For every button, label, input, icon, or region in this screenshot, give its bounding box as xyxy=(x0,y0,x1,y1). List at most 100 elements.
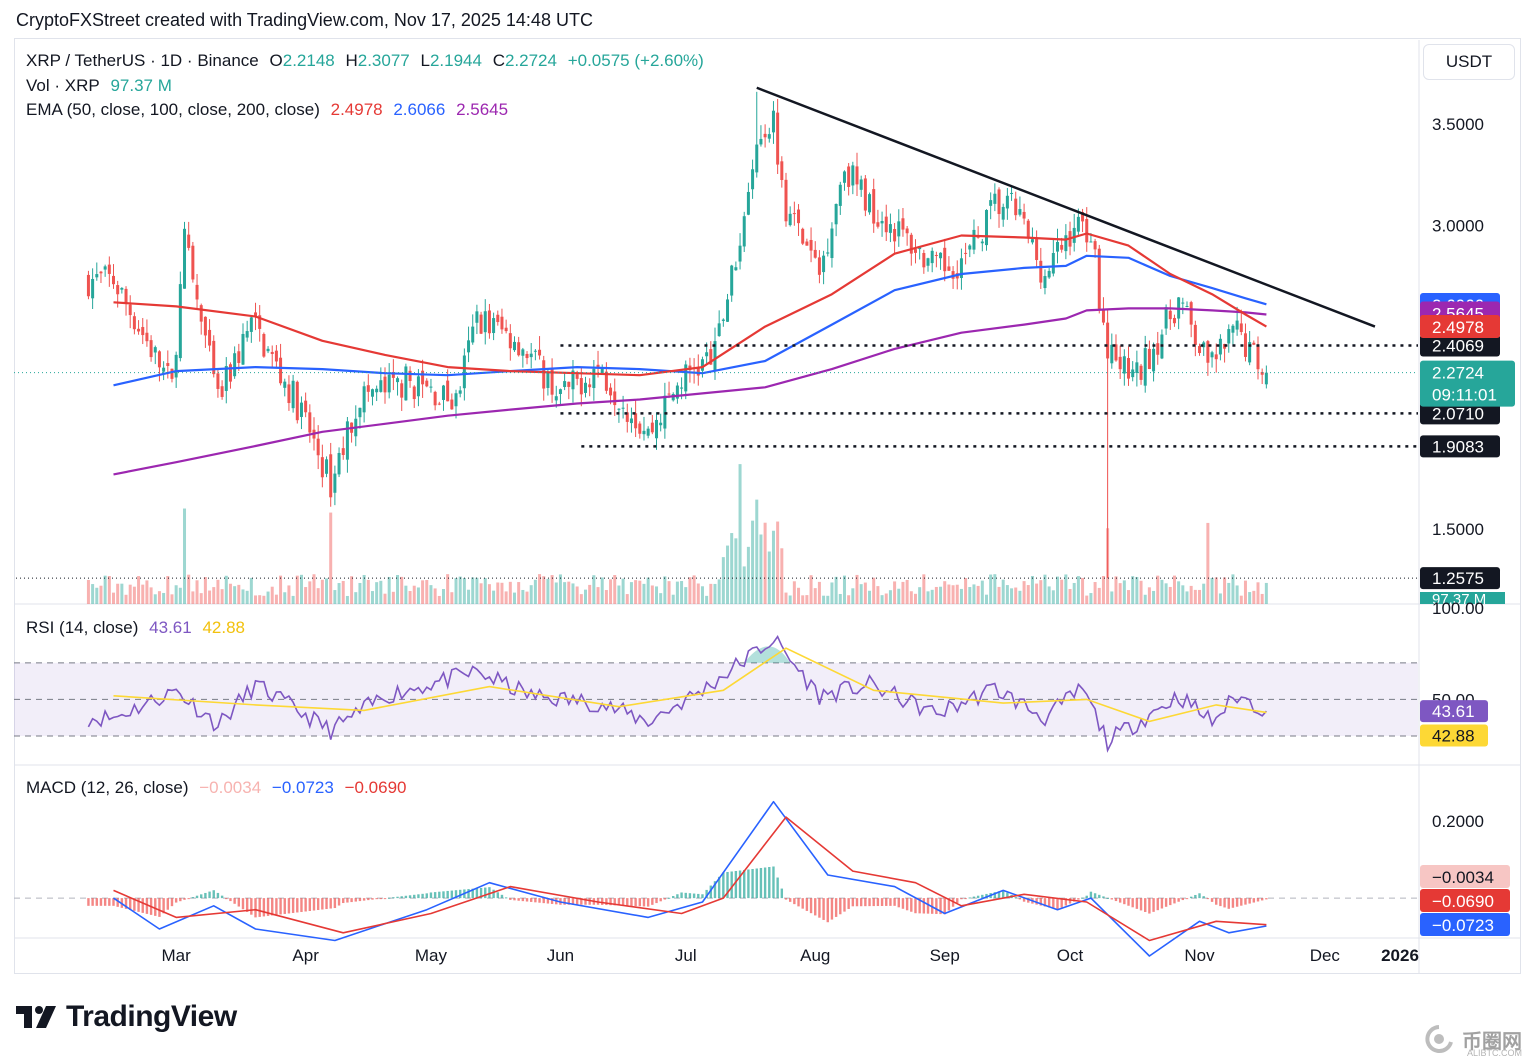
macd-histogram-bar xyxy=(680,892,683,899)
candle-body xyxy=(450,399,454,410)
volume-bar xyxy=(475,577,479,604)
candle-body xyxy=(237,351,241,363)
macd-histogram-bar xyxy=(1102,896,1105,899)
macd-histogram-bar xyxy=(492,889,495,899)
macd-histogram-bar xyxy=(530,898,533,902)
volume-bar xyxy=(646,577,650,604)
volume-bar xyxy=(370,591,374,604)
volume-bar xyxy=(763,522,767,604)
volume-bar xyxy=(1185,591,1189,604)
macd-histogram-bar xyxy=(1118,898,1122,903)
candle-body xyxy=(358,407,362,418)
candle-body xyxy=(1168,310,1172,320)
volume-bar xyxy=(984,594,988,604)
macd-histogram-bar xyxy=(116,898,119,907)
macd-histogram-bar xyxy=(103,898,107,906)
volume-bar xyxy=(396,574,400,604)
open-label: O xyxy=(269,51,283,70)
rsi-label[interactable]: RSI (14, close) xyxy=(26,618,139,637)
volume-bar xyxy=(847,595,851,604)
candle-body xyxy=(1014,198,1018,216)
macd-histogram-bar xyxy=(1260,898,1264,901)
macd-histogram-bar xyxy=(500,894,504,899)
volume-bar xyxy=(525,591,529,604)
macd-histogram-bar xyxy=(1240,898,1243,906)
volume-bar xyxy=(809,575,813,604)
candle-body xyxy=(959,258,963,279)
candle-body xyxy=(1114,344,1118,361)
candle-body xyxy=(454,393,458,407)
volume-bar xyxy=(91,584,95,604)
macd-label[interactable]: MACD (12, 26, close) xyxy=(26,778,189,797)
candle-body xyxy=(805,241,809,246)
macd-histogram-bar xyxy=(1139,898,1143,911)
macd-histogram-bar xyxy=(91,898,94,906)
resistance-trendline xyxy=(756,86,1376,328)
candle-body xyxy=(233,353,237,377)
candle-body xyxy=(897,221,901,237)
volume-bar xyxy=(153,594,157,604)
macd-histogram-bar xyxy=(429,892,433,899)
volume-bar xyxy=(391,591,395,604)
symbol-title[interactable]: XRP / TetherUS · 1D · Binance xyxy=(26,51,259,70)
volume-bar xyxy=(354,592,358,604)
macd-histogram-bar xyxy=(822,898,825,920)
volume-bar xyxy=(1164,583,1168,604)
volume-bar xyxy=(458,576,462,604)
candle-body xyxy=(283,381,287,388)
candle-body xyxy=(99,271,103,274)
macd-histogram-bar xyxy=(509,898,512,900)
candle-body xyxy=(579,378,583,395)
ema-label[interactable]: EMA (50, close, 100, close, 200, close) xyxy=(26,100,320,119)
currency-button[interactable]: USDT xyxy=(1423,44,1515,80)
candle-body xyxy=(797,209,801,224)
candle-body xyxy=(166,363,170,366)
volume-bar xyxy=(1214,577,1218,604)
volume-bar xyxy=(479,583,483,604)
candle-body xyxy=(1085,218,1089,243)
time-axis-tick: Aug xyxy=(800,946,830,965)
volume-bar xyxy=(855,574,859,604)
volume-bar xyxy=(550,575,554,604)
macd-histogram-bar xyxy=(1181,898,1185,901)
macd-histogram-bar xyxy=(517,898,520,901)
volume-bar xyxy=(1097,587,1101,604)
tradingview-logo[interactable]: TradingView xyxy=(16,1000,237,1034)
candle-body xyxy=(918,247,922,250)
level-price-tag xyxy=(1420,334,1500,357)
volume-bar xyxy=(993,574,997,604)
volume-bar xyxy=(237,584,241,604)
candle-body xyxy=(1001,206,1005,220)
volume-bar xyxy=(943,581,947,604)
price-axis-tick: 3.0000 xyxy=(1432,216,1484,235)
volume-bar xyxy=(926,591,930,604)
volume-bar xyxy=(1064,574,1068,604)
candle-body xyxy=(734,267,738,271)
volume-bar xyxy=(1256,582,1260,604)
macd-histogram-bar xyxy=(108,898,111,906)
macd-histogram-bar xyxy=(922,898,926,914)
volume-label[interactable]: Vol · XRP xyxy=(26,76,100,95)
macd-histogram-bar xyxy=(254,898,257,918)
symbol-legend: XRP / TetherUS · 1D · Binance O2.2148 H2… xyxy=(26,51,710,71)
macd-histogram-bar xyxy=(667,897,671,899)
candle-body xyxy=(1227,329,1231,344)
volume-bar xyxy=(157,591,161,604)
volume-bar xyxy=(542,576,546,604)
rsi-ma-tag xyxy=(1420,724,1488,747)
volume-bar xyxy=(350,576,354,604)
volume-bar xyxy=(780,548,784,604)
candle-body xyxy=(746,191,750,215)
macd-histogram-bar xyxy=(1060,898,1063,908)
candle-body xyxy=(934,254,938,256)
volume-bar xyxy=(884,593,888,604)
volume-bar xyxy=(345,595,349,604)
macd-histogram-bar xyxy=(722,872,725,899)
volume-bar xyxy=(128,584,132,604)
volume-group xyxy=(86,464,1268,604)
candle-body xyxy=(1231,325,1235,333)
volume-bar xyxy=(1081,577,1085,604)
macd-histogram-bar xyxy=(467,889,470,899)
volume-bar xyxy=(358,582,362,604)
